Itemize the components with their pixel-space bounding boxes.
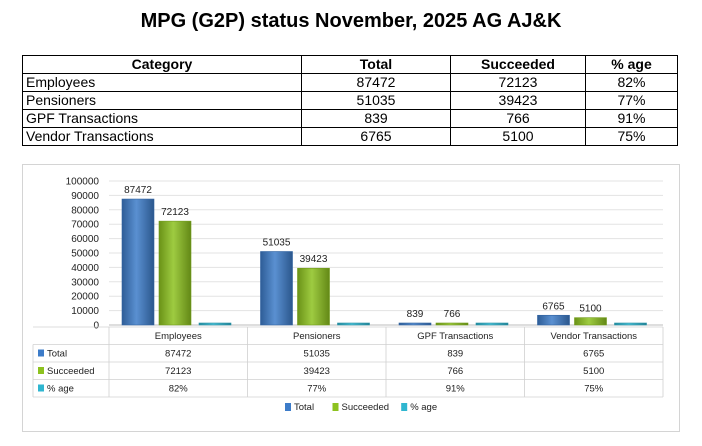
cell-category: GPF Transactions [22,109,302,128]
cell-category: Pensioners [22,91,302,110]
bar-total [121,198,155,326]
legend-key [38,349,44,357]
y-tick-label: 0 [93,321,99,332]
y-tick-label: 40000 [71,263,99,274]
data-label: 51035 [263,238,291,249]
legend-label: Total [294,402,314,413]
data-table-cell: 77% [307,384,327,395]
cell-percentage: 77% [585,91,678,110]
table-row: GPF Transactions 839 766 91% [22,109,678,128]
chart-container: 100000 90000 80000 70000 60000 50000 40000 3000… [22,164,680,432]
table-row: Employees 87472 72123 82% [22,73,678,92]
data-table-series-label: % age [47,384,74,395]
data-table-cell: 51035 [304,349,330,360]
bar-succeeded [297,267,330,326]
data-table-cell: 839 [447,349,463,360]
bar-total [537,314,570,326]
bar--age [337,322,370,326]
y-tick-label: 30000 [71,277,99,288]
header-succeeded: Succeeded [450,55,586,74]
y-tick-label: 70000 [71,220,99,231]
data-table-cell: 766 [447,366,463,377]
bar--age [475,322,509,326]
data-table-series-label: Succeeded [47,366,95,377]
bar-succeeded [574,317,607,326]
data-table-series-label: Total [47,349,67,360]
legend-label: % age [410,402,437,413]
cell-total: 87472 [301,73,451,92]
cell-succeeded: 766 [450,109,586,128]
x-tick-label: Employees [155,331,202,342]
data-table-cell: 6765 [583,349,604,360]
cell-percentage: 82% [585,73,678,92]
bar--age [198,322,232,326]
y-tick-label: 50000 [71,249,99,260]
legend-key [38,367,44,374]
header-category: Category [22,55,302,74]
bar-succeeded [435,322,469,326]
cell-total: 839 [301,109,451,128]
bar-total [260,251,293,326]
y-tick-label: 80000 [71,205,99,216]
data-label: 72123 [161,207,189,218]
data-label: 39423 [300,254,328,265]
data-label: 839 [407,309,424,320]
page-title: MPG (G2P) status November, 2025 AG AJ&K [140,10,562,32]
legend-key [285,403,291,411]
data-label: 766 [444,309,461,320]
data-table-cell: 5100 [583,366,604,377]
legend-key [401,403,408,411]
cell-category: Vendor Transactions [22,127,302,146]
legend-label: Succeeded [342,402,390,413]
data-label: 5100 [579,304,602,315]
cell-succeeded: 39423 [450,91,586,110]
cell-total: 6765 [301,127,451,146]
x-tick-label: Pensioners [293,331,341,342]
cell-percentage: 91% [585,109,678,128]
bar-succeeded [158,220,192,326]
legend-key [38,384,44,392]
x-tick-label: Vendor Transactions [550,331,637,342]
data-label: 87472 [124,185,152,196]
x-tick-label: GPF Transactions [417,331,493,342]
cell-total: 51035 [301,91,451,110]
data-table-cell: 87472 [165,349,191,360]
data-label: 6765 [542,301,565,312]
bar-chart: 1000009000080000700006000050000400003000… [32,177,664,413]
table-header-row: Category Total Succeeded % age [22,55,678,74]
cell-succeeded: 72123 [450,73,586,92]
y-tick-label: 90000 [71,191,99,202]
data-table-cell: 39423 [304,366,330,377]
cell-category: Employees [22,73,302,92]
summary-table: Category Total Succeeded % age Employees… [22,55,678,146]
table-row: Vendor Transactions 6765 5100 75% [22,127,678,146]
data-table-cell: 82% [169,384,189,395]
table-row: Pensioners 51035 39423 77% [22,91,678,110]
header-percentage: % age [585,55,678,74]
data-table-cell: 91% [446,384,466,395]
y-tick-label: 60000 [71,234,99,245]
cell-percentage: 75% [585,127,678,146]
bar--age [614,322,647,326]
legend-key [332,403,339,411]
data-table-cell: 75% [584,384,604,395]
y-tick-label: 100000 [66,177,100,188]
bar-total [398,322,432,326]
y-tick-label: 10000 [71,306,99,317]
cell-succeeded: 5100 [450,127,586,146]
y-tick-label: 20000 [71,292,99,303]
data-table-cell: 72123 [165,366,191,377]
header-total: Total [301,55,451,74]
